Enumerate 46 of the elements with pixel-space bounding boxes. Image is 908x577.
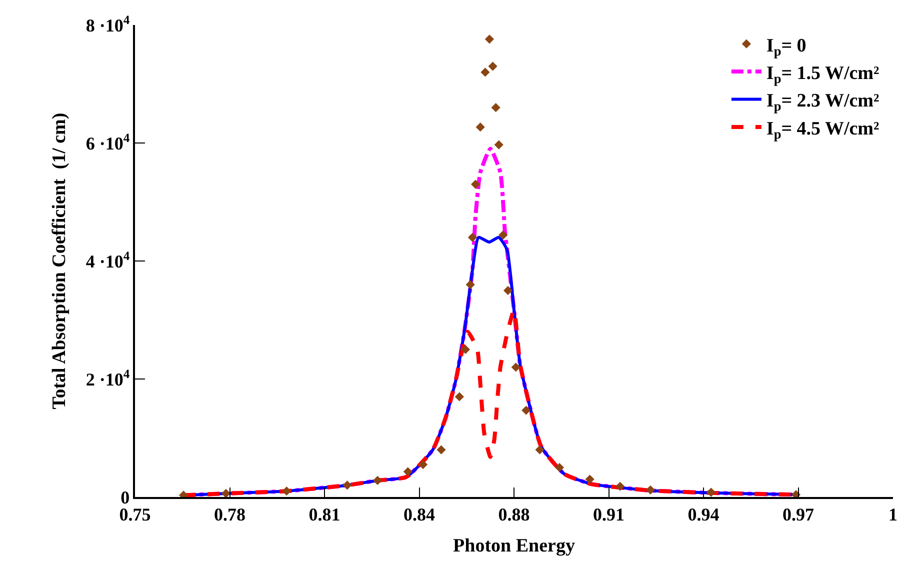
point xyxy=(488,62,498,71)
x-tick-label: 1 xyxy=(888,504,898,524)
x-tick-label: 0.84 xyxy=(404,504,435,524)
point xyxy=(706,488,716,497)
point xyxy=(436,445,446,454)
y-tick-label: 8 ·10$^{4}$ xyxy=(86,12,130,36)
y-tick-label: 2 ·10$^{4}$ xyxy=(86,366,130,390)
point xyxy=(282,486,292,496)
point xyxy=(535,445,544,454)
legend-label: I$_{p}$= 4.5 W/cm² xyxy=(766,118,880,142)
x-tick-label: 0.91 xyxy=(593,504,624,524)
x-tick-label: 0.88 xyxy=(498,504,530,524)
point xyxy=(522,406,531,415)
point xyxy=(470,180,480,189)
x-tick-label: 0.81 xyxy=(308,504,340,524)
x-tick-label: 0.94 xyxy=(688,504,720,524)
point xyxy=(460,344,470,354)
point xyxy=(484,34,494,44)
y-axis-title: Total Absorption Coefficient (1/ cm) xyxy=(49,112,70,410)
point xyxy=(418,460,428,470)
point xyxy=(616,482,625,491)
legend-label: I$_{p}$= 2.3 W/cm² xyxy=(766,90,880,114)
y-tick-label: 6 ·10$^{4}$ xyxy=(86,130,130,154)
point xyxy=(511,362,520,372)
point xyxy=(585,474,594,484)
point xyxy=(480,68,490,77)
point xyxy=(503,286,512,296)
point xyxy=(373,476,382,486)
y-tick-label: 4 ·10$^{4}$ xyxy=(86,248,130,272)
x-tick-label: 0.97 xyxy=(782,504,814,524)
point xyxy=(491,103,500,112)
point xyxy=(342,480,352,490)
point xyxy=(454,392,464,402)
point xyxy=(403,467,412,476)
point xyxy=(494,140,504,150)
x-axis-title: Photon Energy xyxy=(453,536,576,557)
point xyxy=(498,230,508,240)
legend-label: I$_{p}$= 1.5 W/cm² xyxy=(766,62,880,86)
point xyxy=(468,232,478,242)
legend-label: I$_{p}$= 0 xyxy=(766,35,806,58)
point xyxy=(476,122,485,132)
point xyxy=(554,462,564,472)
x-tick-label: 0.78 xyxy=(214,504,246,524)
point xyxy=(466,280,475,290)
point xyxy=(646,485,655,494)
point xyxy=(221,488,231,497)
